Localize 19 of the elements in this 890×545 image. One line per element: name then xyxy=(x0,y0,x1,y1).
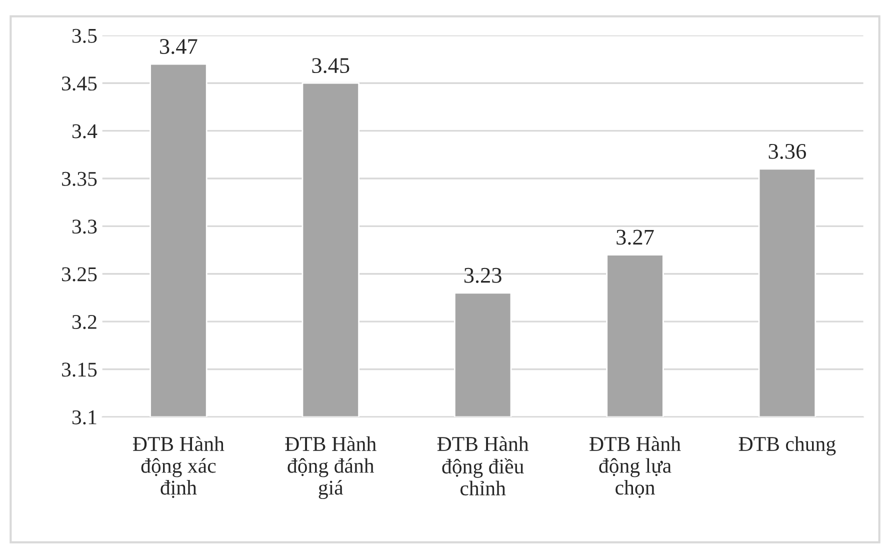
y-tick-label: 3.4 xyxy=(72,124,98,138)
data-label: 3.45 xyxy=(312,58,350,74)
x-tick-label: ĐTB Hành động đánh giá xyxy=(285,436,376,500)
y-tick-label: 3.3 xyxy=(72,220,97,234)
data-label: 3.36 xyxy=(768,144,806,159)
x-tick-label: ĐTB chung xyxy=(738,436,836,456)
x-tick-label: ĐTB Hành động lựa chọn xyxy=(590,436,681,498)
y-tick-label: 3.2 xyxy=(72,314,96,330)
y-tick-label: 3.5 xyxy=(72,28,97,43)
y-tick-label: 3.1 xyxy=(72,410,96,424)
data-label: 3.23 xyxy=(464,268,502,283)
data-label: 3.27 xyxy=(616,230,654,245)
x-tick-label: ĐTB Hành động xác định xyxy=(132,436,224,498)
data-label: 3.47 xyxy=(160,39,198,54)
y-tick-label: 3.25 xyxy=(62,267,97,282)
x-tick-label: ĐTB Hành động điều chỉnh xyxy=(437,436,529,496)
y-tick-label: 3.45 xyxy=(62,76,97,91)
y-tick-label: 3.35 xyxy=(62,172,97,186)
y-tick-label: 3.15 xyxy=(62,362,97,377)
